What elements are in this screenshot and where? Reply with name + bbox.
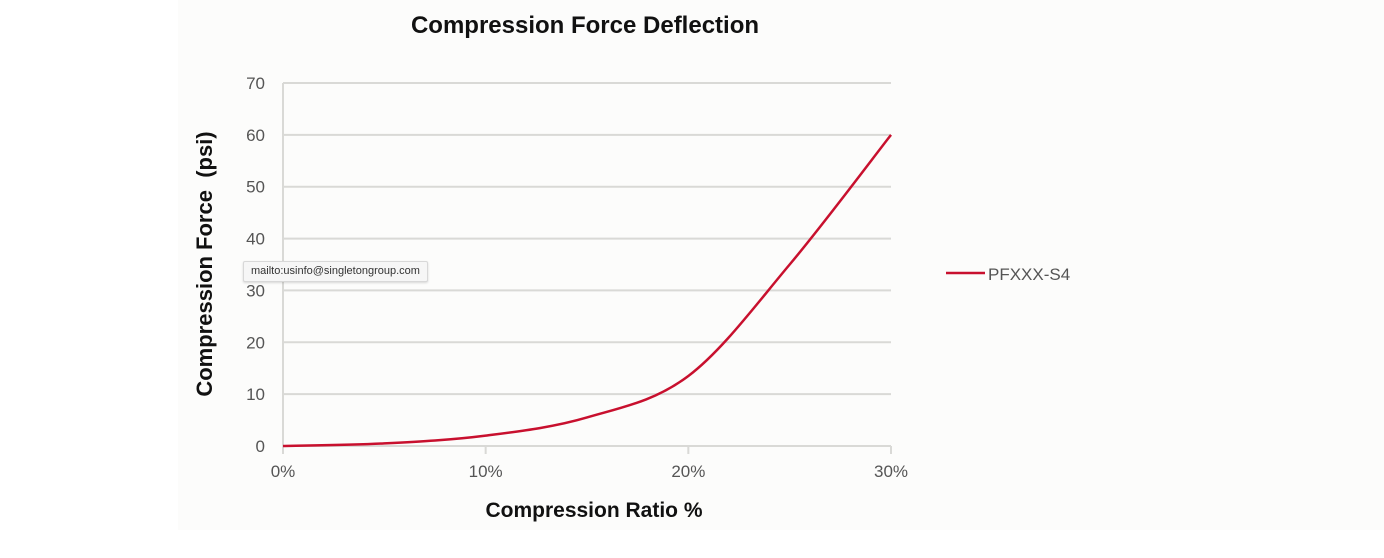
y-tick-label: 0 bbox=[256, 437, 265, 456]
chart-title: Compression Force Deflection bbox=[411, 12, 759, 39]
y-tick-label: 20 bbox=[246, 333, 265, 352]
y-tick-label: 30 bbox=[246, 281, 265, 300]
legend-label: PFXXX-S4 bbox=[988, 265, 1070, 284]
x-axis-label: Compression Ratio % bbox=[485, 499, 702, 522]
y-tick-label: 10 bbox=[246, 385, 265, 404]
y-tick-label: 60 bbox=[246, 126, 265, 145]
y-axis-label: Compression Force (psi) bbox=[192, 131, 217, 396]
x-tick-label: 0% bbox=[271, 462, 296, 481]
y-tick-label: 40 bbox=[246, 230, 265, 249]
legend: PFXXX-S4 bbox=[946, 265, 1070, 284]
link-tooltip: mailto:usinfo@singletongroup.com bbox=[243, 261, 428, 282]
series-line bbox=[282, 134, 892, 448]
x-tick-label: 30% bbox=[874, 462, 908, 481]
y-tick-label: 70 bbox=[246, 74, 265, 93]
x-tick-label: 10% bbox=[469, 462, 503, 481]
x-tick-label: 20% bbox=[671, 462, 705, 481]
y-tick-label: 50 bbox=[246, 178, 265, 197]
